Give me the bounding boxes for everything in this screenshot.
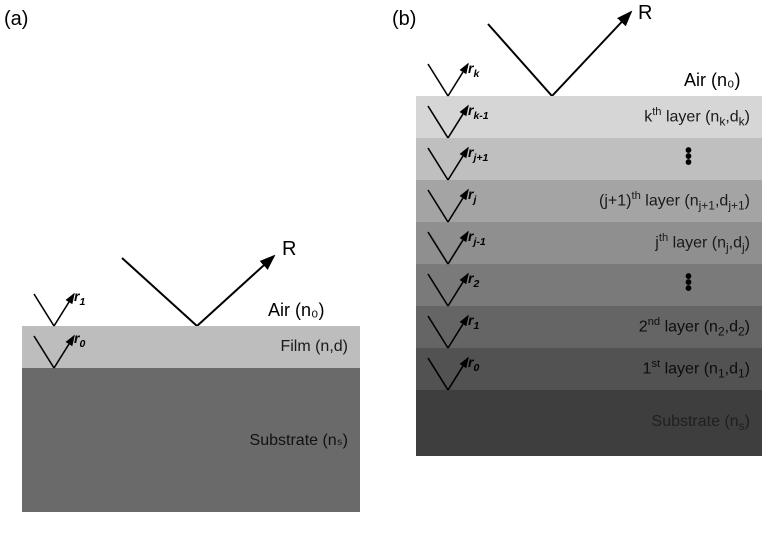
layer-label: Substrate (nₛ) xyxy=(250,430,348,450)
air-label-a: Air (n₀) xyxy=(268,300,324,321)
layer-label: Substrate (ns) xyxy=(652,413,750,433)
layer-label: Film (n,d) xyxy=(280,338,348,356)
interface-arrow-label: rj+1 xyxy=(468,144,488,164)
layer-label: kth layer (nk,dk) xyxy=(644,106,750,129)
big-R-b: R xyxy=(638,2,652,25)
substrate-layer: Substrate (nₛ) xyxy=(22,368,360,512)
interface-arrow-label: rk-1 xyxy=(468,102,489,122)
interface-arrow-label: r1 xyxy=(468,312,479,332)
interface-arrow-label: r0 xyxy=(74,330,85,350)
layer-label: jth layer (nj,dj) xyxy=(655,232,750,255)
vertical-ellipsis: ••• xyxy=(685,148,692,166)
interface-arrow-label: r0 xyxy=(468,354,479,374)
panel-b-label: (b) xyxy=(392,8,416,31)
panel-a-label: (a) xyxy=(4,8,28,31)
vertical-ellipsis: ••• xyxy=(685,274,692,292)
interface-arrow-label: rk xyxy=(468,60,479,80)
layer-label: (j+1)th layer (nj+1,dj+1) xyxy=(599,190,750,213)
interface-arrow-label: r2 xyxy=(468,270,479,290)
interface-arrow-label: rj-1 xyxy=(468,228,486,248)
big-R-a: R xyxy=(282,238,296,261)
air-label-b: Air (n₀) xyxy=(684,70,740,91)
layer-label: 1st layer (n1,d1) xyxy=(643,358,750,381)
interface-arrow-label: r1 xyxy=(74,288,85,308)
layer-label: 2nd layer (n2,d2) xyxy=(639,316,750,339)
interface-arrow-label: rj xyxy=(468,186,476,206)
multilayer-row: Substrate (ns) xyxy=(416,390,762,456)
